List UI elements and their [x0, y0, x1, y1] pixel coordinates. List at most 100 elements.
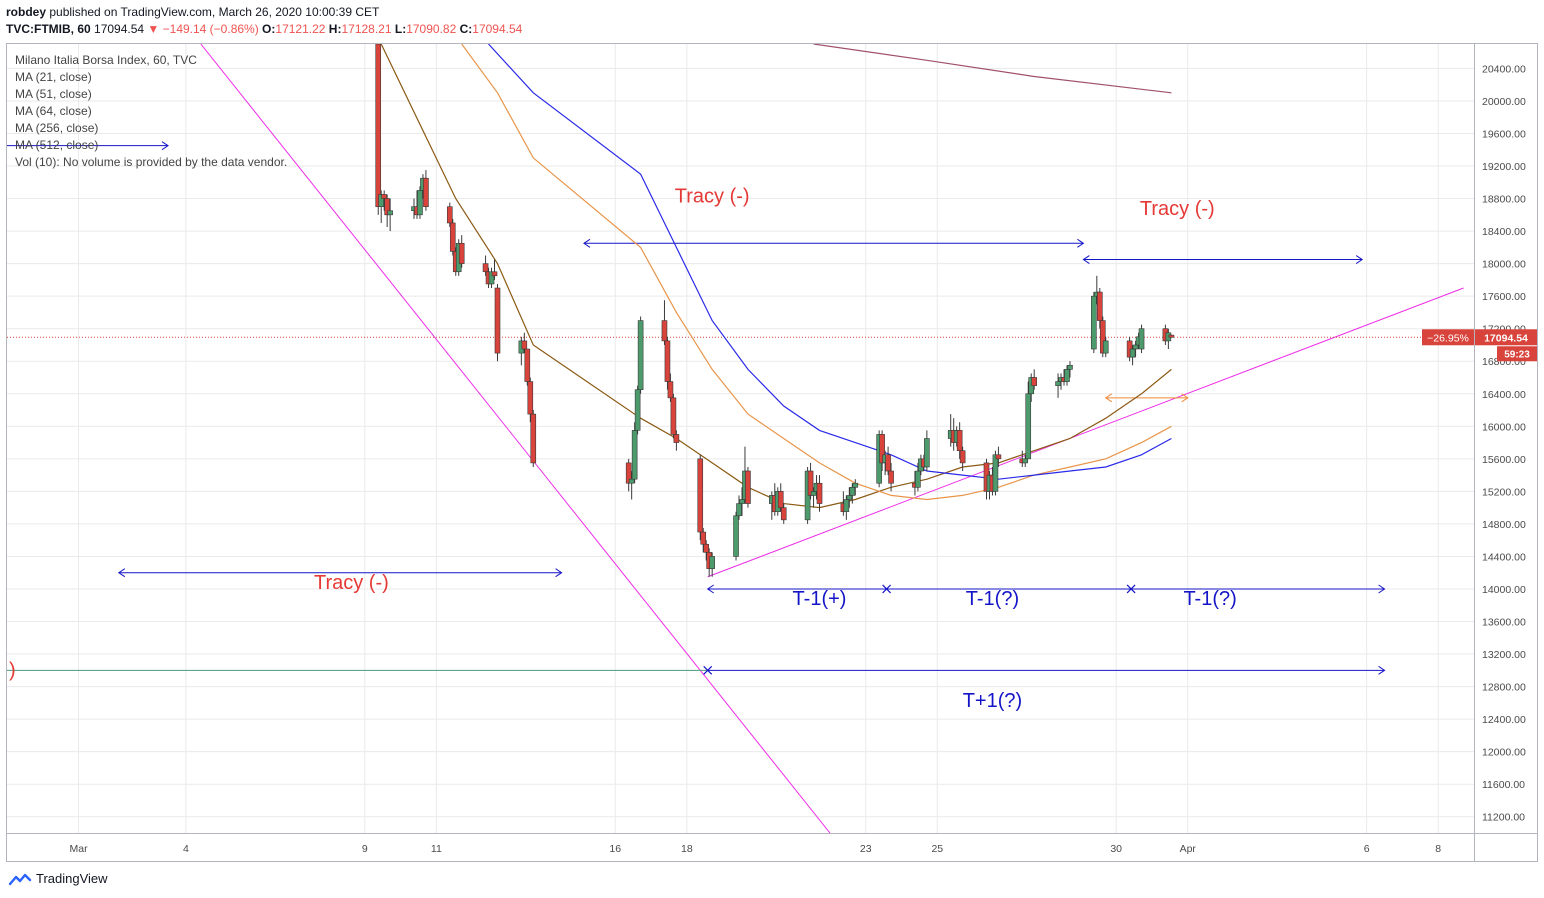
candle-body — [843, 499, 850, 513]
candle-body — [1096, 291, 1103, 321]
ma-line — [488, 44, 1172, 480]
candle-body — [1064, 369, 1070, 382]
cycle-marker — [703, 665, 713, 675]
countdown-badge-text: 59:23 — [1504, 349, 1530, 360]
price-tick-label: 18400.00 — [1482, 226, 1526, 238]
time-tick-label: 8 — [1435, 843, 1441, 855]
legend-entry: MA (21, close) — [15, 70, 92, 84]
annotation-paren: ) — [9, 659, 16, 681]
candle-body — [1138, 328, 1145, 350]
legend-entry: MA (51, close) — [15, 87, 92, 101]
candle-body — [530, 413, 537, 464]
price-tick-label: 12000.00 — [1482, 747, 1526, 759]
orange-arrow-tail — [1104, 393, 1113, 403]
publish-info: published on TradingView.com, March 26, … — [46, 5, 380, 19]
candle-body — [1129, 348, 1136, 358]
time-tick-label: 25 — [931, 843, 943, 855]
price-tick-label: 14400.00 — [1482, 551, 1526, 563]
author-name[interactable]: robdey — [6, 5, 47, 19]
candle-body — [521, 340, 528, 350]
candle-body — [628, 478, 635, 484]
candle-body — [673, 434, 680, 443]
countdown-badge — [1497, 346, 1537, 362]
price-tick-label: 20000.00 — [1482, 96, 1526, 108]
price-tick-label: 16000.00 — [1482, 421, 1526, 433]
ma-line — [380, 44, 1172, 509]
chart-header: robdey published on TradingView.com, Mar… — [6, 4, 522, 38]
publish-line: robdey published on TradingView.com, Mar… — [6, 4, 522, 21]
legend: Milano Italia Borsa Index, 60, TVC MA (21… — [15, 53, 287, 169]
price-tick-label: 13200.00 — [1482, 649, 1526, 661]
annotation-label: Tracy (-) — [1140, 198, 1215, 220]
candle-body — [381, 194, 387, 199]
candle-body — [458, 242, 465, 264]
price-tick-label: 12800.00 — [1482, 682, 1526, 694]
chart-frame — [6, 43, 1538, 862]
candle-body — [524, 348, 531, 382]
time-tick-label: 18 — [681, 843, 693, 855]
candle-body — [1025, 393, 1032, 460]
candle-body — [482, 263, 489, 273]
cycle-arrow-t-1-head — [1378, 584, 1386, 594]
footer-brand[interactable]: TradingView — [8, 871, 108, 886]
time-axis[interactable]: Mar 4 9 11 16 18 23 25 30 Apr 6 8 — [70, 843, 1442, 855]
close-label: C: — [459, 22, 473, 36]
candle-body — [417, 190, 423, 216]
candles — [375, 44, 1175, 577]
price-axis[interactable]: 11200.00 11600.00 12000.00 12400.00 12800.00… — [1482, 63, 1526, 823]
annotation-label: Tracy (-) — [314, 572, 389, 594]
candle-body — [888, 470, 894, 484]
candle-body — [634, 389, 641, 431]
price-tick-label: 16400.00 — [1482, 389, 1526, 401]
candle-body — [697, 458, 704, 533]
candle-body — [777, 491, 784, 508]
last-price-badge-text: 17094.54 — [1484, 332, 1528, 344]
close-value: 17094.54 — [472, 22, 523, 36]
candle-body — [885, 454, 891, 472]
candle-body — [1102, 340, 1109, 354]
candle-body — [449, 222, 456, 252]
annotation-label: T+1(?) — [963, 690, 1022, 712]
candle-body — [631, 430, 638, 480]
price-tick-label: 12400.00 — [1482, 714, 1526, 726]
high-label: H: — [328, 22, 342, 36]
time-tick-label: 9 — [362, 843, 368, 855]
candle-body — [387, 210, 393, 216]
grid — [7, 44, 1474, 833]
ma-line — [813, 44, 1172, 94]
ohlc-line: TVC:FTMIB, 60 17094.54 ▼ −149.14 (−0.86%… — [6, 21, 522, 38]
uptrend-line — [707, 287, 1464, 578]
candle-body — [816, 482, 823, 504]
price-tick-label: 15200.00 — [1482, 486, 1526, 498]
tracy-arrow-1-head — [1077, 238, 1085, 248]
candle-body — [1132, 344, 1139, 350]
candle-body — [1055, 381, 1061, 386]
candle-body — [1091, 295, 1097, 350]
candle-body — [995, 454, 1002, 460]
price-tick-label: 19200.00 — [1482, 161, 1526, 173]
brand-name: TradingView — [36, 871, 108, 886]
candle-body — [846, 495, 853, 500]
candle-body — [879, 434, 885, 464]
price-tick-label: 17600.00 — [1482, 291, 1526, 303]
candle-body — [1022, 458, 1029, 464]
candle-body — [700, 531, 707, 545]
tradingview-logo-icon — [8, 873, 32, 885]
open-value: 17121.22 — [275, 22, 326, 36]
annotation-label: T-1(?) — [966, 588, 1019, 610]
time-tick-label: 6 — [1364, 843, 1370, 855]
candle-body — [670, 397, 677, 435]
drawings-layer: Tracy (-) Tracy (-) Tracy (-) T-1(+) T-1(?) T… — [7, 44, 1474, 833]
time-tick-label: 23 — [860, 843, 872, 855]
candle-body — [703, 543, 710, 553]
candle-body — [739, 499, 745, 504]
candle-body — [849, 487, 856, 496]
price-tick-label: 20400.00 — [1482, 63, 1526, 75]
candle-body — [661, 320, 668, 342]
time-tick-label: 4 — [183, 843, 189, 855]
candle-body — [664, 340, 671, 382]
candle-body — [915, 470, 921, 488]
time-tick-label: 11 — [431, 843, 442, 855]
last-price-badge — [1475, 329, 1537, 346]
